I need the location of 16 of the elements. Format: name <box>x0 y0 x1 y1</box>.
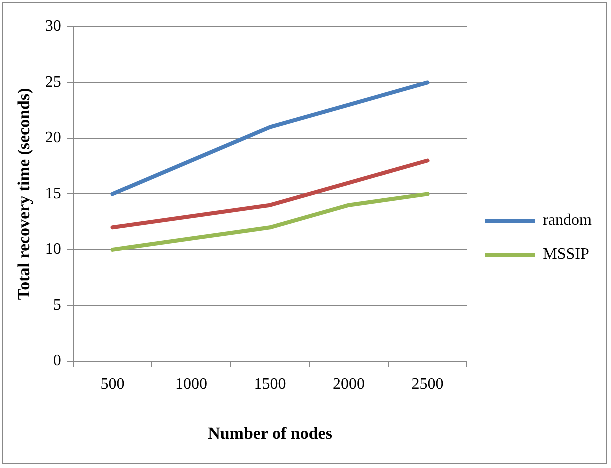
x-tick-label: 2000 <box>333 376 366 394</box>
y-tick-label: 0 <box>53 352 62 370</box>
y-tick-label: 30 <box>45 18 62 36</box>
x-tick-label: 2500 <box>412 376 444 394</box>
y-tick-label: 10 <box>45 241 62 258</box>
y-axis-title: Total recovery time (seconds) <box>14 88 34 300</box>
legend-label: MSSIP <box>543 246 590 264</box>
x-tick-label: 1000 <box>176 376 208 394</box>
x-tick-label: 500 <box>100 376 125 394</box>
x-tick-label: 1500 <box>254 376 286 394</box>
x-axis-title: Number of nodes <box>208 424 333 444</box>
y-tick-label: 25 <box>45 74 62 91</box>
legend-label: random <box>543 212 593 230</box>
y-tick-label: 5 <box>53 296 62 314</box>
y-tick-label: 20 <box>45 130 62 147</box>
y-tick-label: 15 <box>45 185 62 202</box>
